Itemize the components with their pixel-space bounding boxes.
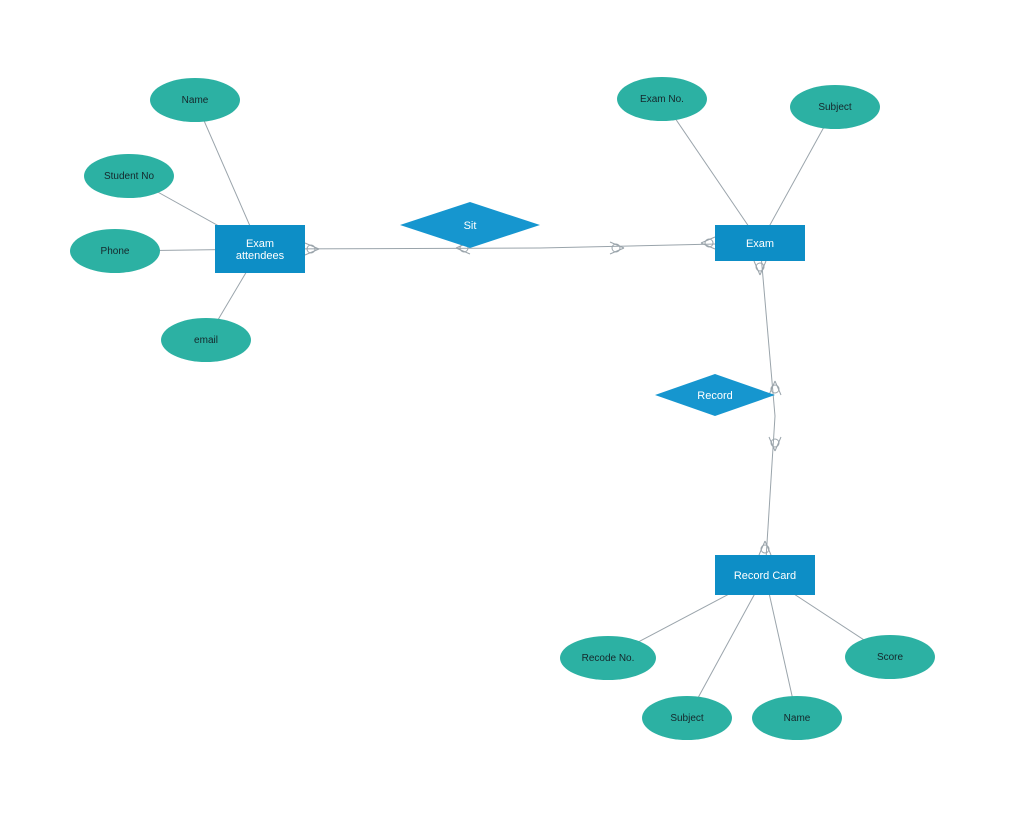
relationship-label: Record [697, 390, 732, 402]
entity-label: Exam [246, 238, 274, 250]
attribute-label: Subject [670, 713, 704, 724]
edges-layer [115, 99, 890, 718]
relationship-sit: Sit [400, 202, 540, 248]
edge-attr [662, 99, 760, 243]
attribute-label: Phone [101, 246, 130, 257]
relationship-record: Record [655, 374, 775, 416]
attribute-rc_score: Score [845, 635, 935, 679]
attribute-rc_recodeno: Recode No. [560, 636, 656, 680]
entity-label: Record Card [734, 570, 796, 582]
entity-record_card: Record Card [715, 555, 815, 595]
cardinality-zero [771, 439, 779, 447]
attribute-att_studentno: Student No [84, 154, 174, 198]
attribute-label: Student No [104, 171, 154, 182]
attribute-label: Score [877, 652, 904, 663]
attribute-label: Recode No. [582, 653, 635, 664]
cardinality-zero [756, 263, 764, 271]
attribute-label: email [194, 335, 218, 346]
attribute-label: Name [182, 95, 209, 106]
entity-label: attendees [236, 250, 285, 262]
attribute-rc_name: Name [752, 696, 842, 740]
attribute-label: Subject [818, 102, 852, 113]
entity-exam_attendees: Examattendees [215, 225, 305, 273]
attribute-att_phone: Phone [70, 229, 160, 273]
attribute-label: Name [784, 713, 811, 724]
relationship-label: Sit [464, 220, 477, 232]
entity-exam: Exam [715, 225, 805, 261]
er-diagram-canvas: Name Student No Phone email Exam No. Subject R… [0, 0, 1024, 816]
attribute-exam_no: Exam No. [617, 77, 707, 121]
cardinality-zero [612, 244, 620, 252]
cardinality-zero [705, 239, 713, 247]
attribute-att_email: email [161, 318, 251, 362]
attribute-att_name: Name [150, 78, 240, 122]
attribute-rc_subject: Subject [642, 696, 732, 740]
cardinality-zero [761, 545, 769, 553]
edge-attr [687, 575, 765, 718]
entity-label: Exam [746, 238, 774, 250]
attribute-label: Exam No. [640, 94, 684, 105]
attribute-exam_subject: Subject [790, 85, 880, 129]
